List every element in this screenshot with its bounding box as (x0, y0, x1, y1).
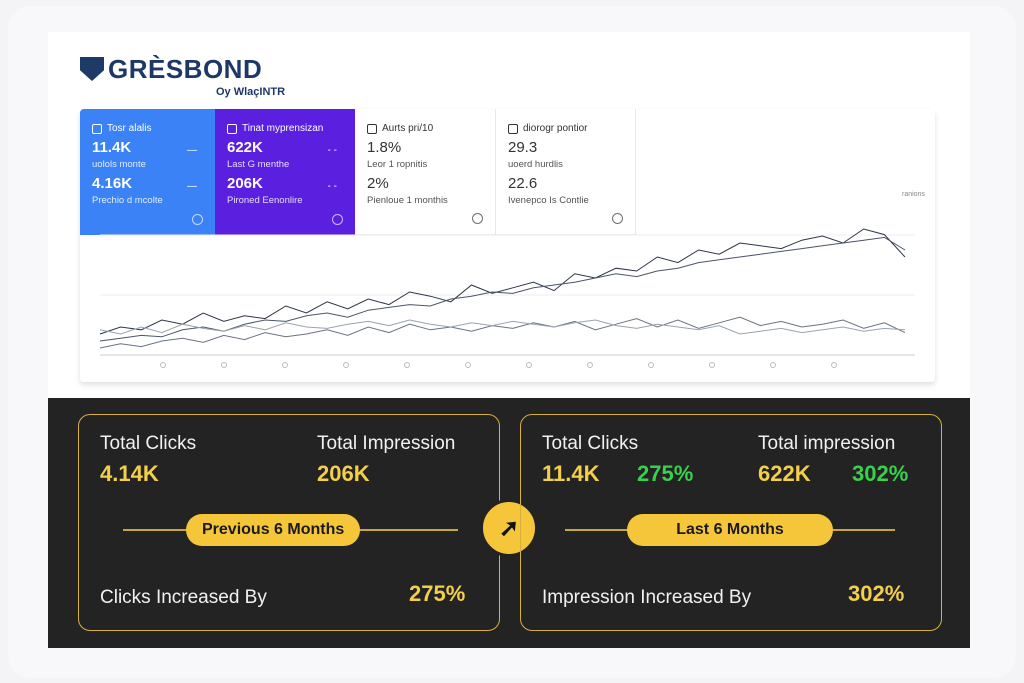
x-tick (831, 362, 837, 368)
clicks-growth: 275% (637, 461, 694, 486)
card-value: 622K (227, 139, 263, 156)
x-tick (343, 362, 349, 368)
period-pill: Last 6 Months (627, 514, 833, 546)
clicks-value: 11.4K (542, 461, 600, 486)
impression-value: 622K (758, 461, 811, 486)
increase-label: Impression Increased By (542, 587, 752, 608)
card-value: 29.3 (508, 139, 538, 156)
info-icon[interactable] (192, 214, 203, 225)
x-tick (709, 362, 715, 368)
card-title: diorogr pontior (523, 123, 588, 134)
card-value: 206K (227, 175, 263, 192)
previous-period-card: Total Clicks 4.14K Total Impression 206K… (78, 414, 500, 631)
comparison-section: Total Clicks 4.14K Total Impression 206K… (48, 398, 970, 648)
impression-label: Total impression (758, 433, 896, 454)
brand-logo: GRÈSBOND (80, 56, 262, 82)
metric-card-position[interactable]: diorogr pontior 29.3 uoerd hurdlis 22.6 … (496, 109, 636, 235)
legend-dash-icon: - - (327, 145, 337, 156)
checkbox-icon (92, 124, 102, 134)
checkbox-icon[interactable] (367, 124, 377, 134)
info-icon[interactable] (472, 213, 483, 224)
x-tick (770, 362, 776, 368)
card-value: 1.8% (367, 139, 402, 156)
card-sub: Ivenepco Is Contlie (508, 195, 589, 206)
analytics-panel: Tosr alalis — 11.4K uolols monte — 4.16K… (80, 109, 935, 382)
period-pill: Previous 6 Months (186, 514, 361, 546)
x-tick (404, 362, 410, 368)
right-axis-label: ranions (902, 191, 925, 198)
x-tick (526, 362, 532, 368)
trend-arrow-icon: ➚ (480, 499, 538, 557)
brand-sub: Oy WlaçINTR (216, 86, 286, 98)
legend-line-icon: — (187, 145, 197, 156)
metric-card-impressions[interactable]: Tinat myprensizan - - 622K Last G menthe… (215, 109, 355, 235)
impression-value: 206K (317, 461, 370, 486)
card-sub: uoerd hurdlis (508, 159, 563, 170)
series-line-a (99, 228, 906, 335)
card-value: 22.6 (508, 175, 538, 192)
clicks-label: Total Clicks (542, 433, 639, 454)
card-value: 4.16K (92, 175, 133, 192)
card-title: Tinat myprensizan (242, 123, 324, 134)
x-tick (465, 362, 471, 368)
card-title: Tosr alalis (107, 123, 152, 134)
impression-growth: 302% (852, 461, 909, 486)
series-line-c (99, 316, 906, 349)
card-title: Aurts pri/10 (382, 123, 434, 134)
legend-dash-icon: - - (327, 181, 337, 192)
increase-value: 275% (409, 581, 466, 606)
series-line-b (99, 236, 906, 342)
card-value: 2% (367, 175, 389, 192)
card-value: 11.4K (92, 139, 132, 156)
card-sub: Prechio d mcolte (92, 195, 163, 206)
card-sub: Leor 1 ropnitis (367, 159, 428, 170)
card-sub: uolols monte (92, 159, 146, 170)
increase-label: Clicks Increased By (100, 587, 267, 608)
increase-value: 302% (848, 581, 905, 606)
checkbox-icon[interactable] (508, 124, 518, 134)
last-period-card: Total Clicks 11.4K 275% Total impression… (520, 414, 942, 631)
series-line-d (99, 319, 906, 335)
brand-name: GRÈSBOND (108, 54, 263, 84)
x-tick (221, 362, 227, 368)
info-icon[interactable] (332, 214, 343, 225)
x-tick (160, 362, 166, 368)
card-sub: Last G menthe (227, 159, 290, 170)
clicks-value: 4.14K (100, 461, 159, 486)
card-sub: Pironed Eenonlire (227, 195, 303, 206)
clicks-label: Total Clicks (100, 433, 197, 454)
checkbox-icon (227, 124, 237, 134)
legend-line-icon: — (187, 181, 197, 192)
x-tick (282, 362, 288, 368)
performance-line-chart: ranions (99, 191, 925, 368)
metric-card-clicks[interactable]: Tosr alalis — 11.4K uolols monte — 4.16K… (80, 109, 215, 235)
impression-label: Total Impression (317, 433, 456, 454)
x-tick (648, 362, 654, 368)
x-tick (587, 362, 593, 368)
card-sub: Pienloue 1 monthis (367, 195, 448, 206)
shield-icon (80, 57, 104, 81)
info-icon[interactable] (612, 213, 623, 224)
